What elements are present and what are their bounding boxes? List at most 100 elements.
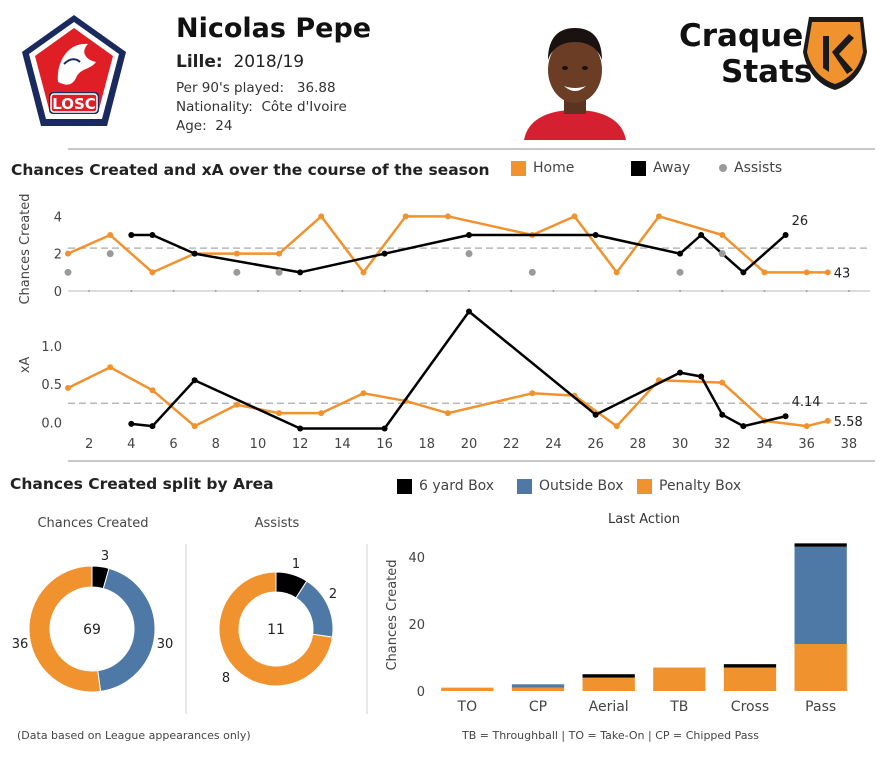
bar-segment [582,674,635,678]
x-tick-label: 30 [672,437,689,452]
nationality-label: Nationality: [176,99,253,115]
x-tick-label: 6 [169,437,177,452]
bar-segment [511,687,565,691]
home-series-line [67,215,828,274]
bar-category-label: TO [457,699,478,715]
x-tick-label: 38 [841,437,858,452]
bar-segment [794,644,847,691]
bar-segment [794,543,847,547]
assist-point [106,250,114,258]
header-divider [68,148,875,150]
away-point [297,425,304,432]
bar-category-label: TB [669,699,688,715]
home-point [529,390,536,397]
x-axis-tick-dot [256,290,259,292]
home-point [65,250,71,257]
home-point [360,390,367,397]
away-point [149,423,156,430]
away-point [677,369,684,376]
x-tick-label: 10 [250,437,267,452]
craque-stats-logo: Craque Stats [679,17,867,90]
home-series-line [67,366,829,428]
chances-created-chart: 0 2 4 Chances Created 26 43 [18,193,870,305]
legend-home-swatch [511,160,526,176]
section1-title: Chances Created and xA over the course o… [11,161,490,179]
slice-value-label: 30 [157,637,174,652]
x-tick-label: 14 [334,437,351,452]
home-point [803,269,810,276]
x-axis-tick-dot [130,290,133,292]
home-point [444,213,451,220]
per90-value: 36.88 [296,80,336,96]
home-point [276,250,283,257]
footnote-left: (Data based on League appearances only) [17,729,251,742]
bar-y-tick-label: 0 [417,685,425,700]
away-point [592,411,599,418]
legend-away-swatch [631,160,646,176]
away-point [782,232,789,238]
away-point [740,423,747,430]
home-point [360,269,367,276]
home-point [191,423,198,430]
away-point [381,425,388,432]
bar-segment [653,667,706,691]
away-point [677,250,684,257]
home-point [761,269,768,276]
nationality-line: Nationality: Côte d'Ivoire [176,99,347,115]
assist-point [676,268,684,276]
x-axis-tick-dot [847,290,850,292]
home-point [149,269,156,276]
away-point [149,232,156,238]
club-badge-logo: LOSC [22,15,126,126]
home-point [233,250,240,257]
x-axis-tick-dot [341,290,344,292]
home-point [402,213,409,220]
donut-total: 11 [267,622,285,638]
series-total-annotation: 5.58 [834,415,863,430]
x-tick-label: 28 [630,437,647,452]
donut-total: 69 [83,622,101,638]
home-point [318,213,325,220]
last-action-bar-chart: Last Action Chances Created 0 20 40 TO CP Aeria… [385,512,847,715]
home-point [719,232,726,238]
legend-assists-dot [719,164,727,172]
x-axis-tick-dot [763,290,766,292]
x-axis-tick-dot [425,290,428,292]
y-axis-label: Chances Created [18,193,33,304]
bar-category-label: Cross [731,699,769,715]
nationality-value: Côte d'Ivoire [261,99,347,115]
bar-segment [723,664,777,668]
home-point [803,423,810,430]
legend-penalty-box-swatch [637,478,652,494]
bar-y-axis-label: Chances Created [385,559,400,670]
home-point [149,387,156,394]
bar-y-tick-label: 20 [408,618,425,633]
away-point [466,232,472,238]
season: 2018/19 [233,52,305,72]
club-season: Lille: 2018/19 [176,52,304,72]
x-tick-label: 34 [756,437,773,452]
bar-segment [794,546,847,645]
x-tick-label: 26 [587,437,604,452]
bar-segment [511,684,565,688]
y-tick-label: 2 [54,248,62,263]
bar-category-label: Pass [805,699,836,715]
legend-outside-box-label: Outside Box [539,478,624,494]
assist-point [718,250,726,258]
x-axis-tick-dot [721,290,724,292]
per90-line: Per 90's played: 36.88 [176,80,336,96]
slice-value-label: 2 [329,587,337,602]
player-name: Nicolas Pepe [176,13,372,44]
away-point [740,269,747,276]
slice-value-label: 1 [292,557,300,572]
home-point [613,423,620,430]
donut-slice [28,565,102,693]
bar-segment [723,667,777,691]
y-tick-label: 0.5 [41,378,62,393]
assist-point [64,268,72,276]
player-photo [520,14,630,140]
x-axis-tick-dot [552,290,555,292]
series-total-annotation: 26 [792,214,809,229]
x-tick-label: 4 [127,437,135,452]
